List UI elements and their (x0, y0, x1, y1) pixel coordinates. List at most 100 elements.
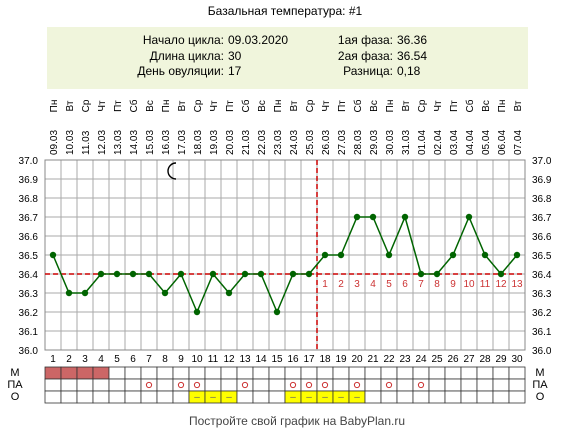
o-marker: – (226, 392, 232, 403)
y-tick-label-left: 36.2 (19, 308, 39, 319)
pa-row-cell (300, 378, 318, 392)
weekday-label: Пт (337, 100, 348, 112)
pa-row-cell (156, 378, 174, 392)
m-row-cell (508, 366, 526, 380)
weekday-label: Вт (65, 100, 76, 111)
post-ovulation-number: 4 (370, 279, 376, 290)
pa-row-cell (364, 378, 382, 392)
o-row-cell (364, 390, 382, 404)
temperature-point (65, 289, 73, 297)
pa-row-cell (460, 378, 478, 392)
o-row-cell (172, 390, 190, 404)
date-label: 22.03 (257, 130, 268, 155)
post-ovulation-number: 2 (338, 279, 344, 290)
footer-link[interactable]: Постройте свой график на BabyPlan.ru (189, 414, 405, 428)
m-row-cell (236, 366, 254, 380)
row-label-m-left: М (10, 367, 19, 379)
m-row-cell (76, 366, 94, 380)
temperature-point (417, 270, 425, 278)
day-number-label: 21 (367, 354, 379, 365)
m-row-cell (60, 366, 78, 380)
row-label-pa-left: ПА (7, 379, 23, 391)
m-row-cell (252, 366, 270, 380)
y-tick-label-left: 36.0 (19, 346, 39, 357)
temperature-point (465, 213, 473, 221)
o-row-cell (396, 390, 414, 404)
date-label: 13.03 (113, 130, 124, 155)
day-number-label: 28 (479, 354, 491, 365)
pa-row-cell (188, 378, 206, 392)
y-tick-label-left: 36.3 (19, 289, 39, 300)
date-label: 28.03 (353, 130, 364, 155)
date-label: 29.03 (369, 130, 380, 155)
weekday-label: Ср (305, 99, 316, 112)
o-row-cell (124, 390, 142, 404)
pa-row-cell (76, 378, 94, 392)
temperature-point (177, 270, 185, 278)
weekday-label: Пт (113, 100, 124, 112)
pa-marker (417, 381, 425, 389)
day-number-label: 2 (66, 354, 72, 365)
temperature-point (209, 270, 217, 278)
pa-row-cell (492, 378, 510, 392)
date-label: 06.04 (497, 130, 508, 155)
summary-box (47, 27, 528, 89)
row-label-pa-right: ПА (532, 379, 548, 391)
post-ovulation-number: 3 (354, 279, 360, 290)
cycle-length-value: 30 (228, 49, 242, 63)
y-tick-label-left: 36.7 (19, 213, 39, 224)
weekday-label: Пт (449, 100, 460, 112)
date-label: 21.03 (241, 130, 252, 155)
o-row-cell (380, 390, 398, 404)
date-label: 02.04 (433, 130, 444, 155)
weekday-label: Ср (193, 99, 204, 112)
temperature-point (353, 213, 361, 221)
o-row-cell (508, 390, 526, 404)
o-marker: – (210, 392, 216, 403)
date-label: 16.03 (161, 130, 172, 155)
o-row-cell (140, 390, 158, 404)
pa-row-cell (380, 378, 398, 392)
pa-row-cell (268, 378, 286, 392)
temperature-point (337, 251, 345, 259)
pa-marker (385, 381, 393, 389)
o-row-cell (476, 390, 494, 404)
date-label: 19.03 (209, 130, 220, 155)
m-row-cell (92, 366, 110, 380)
pa-marker (353, 381, 361, 389)
day-number-label: 5 (114, 354, 120, 365)
weekday-label: Сб (240, 99, 252, 112)
temperature-point (145, 270, 153, 278)
y-tick-label-right: 36.3 (532, 289, 552, 300)
o-row-cell (460, 390, 478, 404)
weekday-label: Вс (481, 100, 492, 112)
weekday-label: Сб (128, 99, 140, 112)
pa-row-cell (108, 378, 126, 392)
temperature-point (49, 251, 57, 259)
post-ovulation-number: 8 (434, 279, 440, 290)
temperature-point (257, 270, 265, 278)
weekday-label: Вт (401, 100, 412, 111)
ovulation-day-value: 17 (228, 64, 242, 78)
o-marker: – (290, 392, 296, 403)
weekday-label: Пн (385, 100, 396, 113)
o-row-cell (428, 390, 446, 404)
m-row-cell (460, 366, 478, 380)
weekday-label: Вс (145, 100, 156, 112)
day-number-label: 3 (82, 354, 88, 365)
date-label: 23.03 (273, 130, 284, 155)
pa-row-cell (476, 378, 494, 392)
day-number-label: 23 (399, 354, 411, 365)
pa-row-cell (44, 378, 62, 392)
temperature-point (385, 251, 393, 259)
day-number-label: 16 (287, 354, 299, 365)
m-row-cell (44, 366, 62, 380)
temperature-point (193, 308, 201, 316)
weekday-label: Вт (289, 100, 300, 111)
o-marker: – (322, 392, 328, 403)
o-row-cell (412, 390, 430, 404)
ovulation-day-label: День овуляции: (137, 64, 224, 78)
date-label: 09.03 (49, 130, 60, 155)
y-tick-label-right: 36.2 (532, 308, 552, 319)
